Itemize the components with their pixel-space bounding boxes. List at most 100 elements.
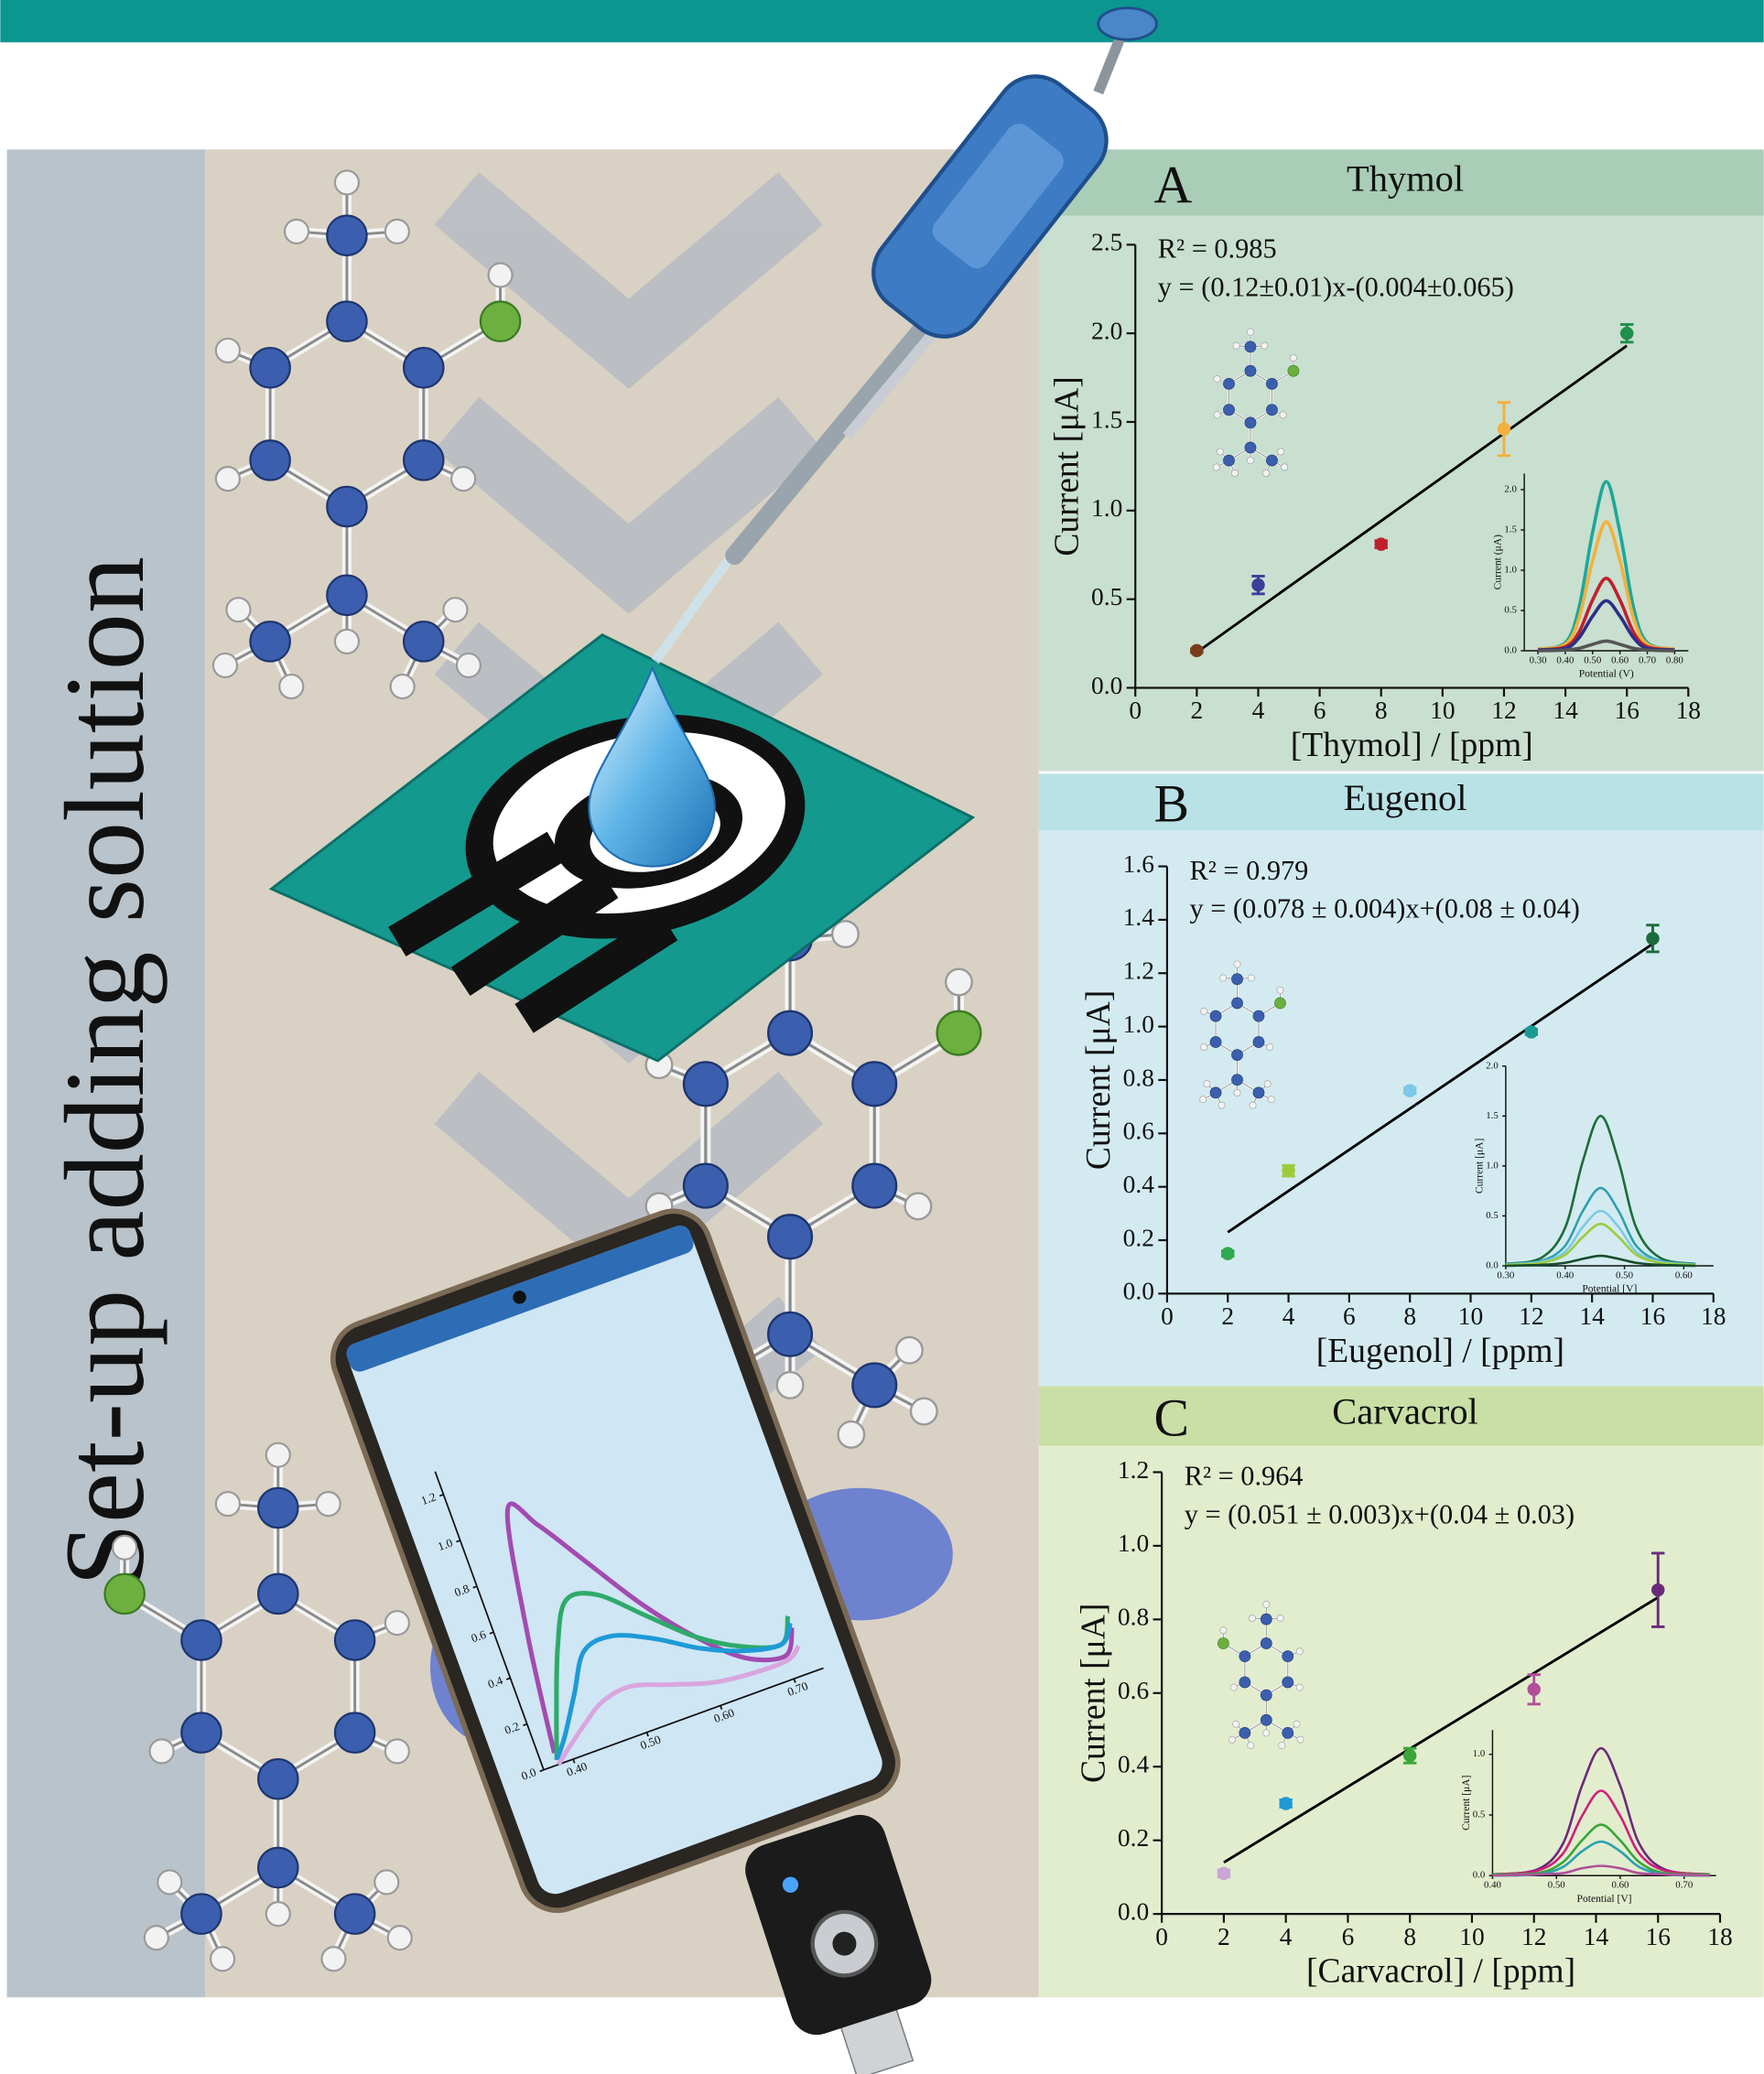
atom: [1262, 470, 1269, 476]
atom: [404, 440, 443, 480]
atom: [1282, 1727, 1293, 1738]
annotation: y = (0.12±0.01)x-(0.004±0.065): [1158, 271, 1514, 302]
data-point: [1646, 932, 1659, 945]
x-tick-label: 6: [1314, 697, 1326, 724]
atom: [1220, 1627, 1227, 1634]
y-tick-label: 1.0: [1118, 1529, 1149, 1557]
atom: [768, 1215, 812, 1258]
atom: [1248, 975, 1254, 981]
data-point: [1217, 1867, 1230, 1880]
atom: [1274, 998, 1285, 1009]
atom: [1263, 1730, 1270, 1736]
atom: [1296, 1648, 1303, 1655]
atom: [1217, 448, 1223, 455]
atom: [852, 1164, 896, 1208]
annotation: y = (0.051 ± 0.003)x+(0.04 ± 0.03): [1185, 1499, 1575, 1530]
atom: [335, 1712, 374, 1752]
y-tick-label: 0.5: [1504, 604, 1517, 615]
annotation: y = (0.078 ± 0.004)x+(0.08 ± 0.04): [1189, 893, 1579, 924]
x-tick-label: 8: [1403, 1923, 1416, 1950]
atom: [1232, 1721, 1239, 1727]
atom: [327, 576, 366, 615]
y-axis-label: Current [μA]: [1048, 376, 1086, 556]
atom: [1261, 1714, 1272, 1725]
data-point: [1279, 1797, 1292, 1809]
x-tick-label: 16: [1640, 1302, 1665, 1330]
atom: [1213, 464, 1219, 470]
x-tick-label: 6: [1342, 1923, 1355, 1950]
data-point: [1527, 1683, 1540, 1696]
atom: [1279, 1742, 1285, 1748]
x-tick-label: 8: [1403, 1302, 1416, 1330]
x-tick-label: 0.50: [1584, 654, 1601, 665]
x-axis-label: Potential [V]: [1577, 1893, 1632, 1905]
atom: [1297, 1736, 1304, 1743]
atom: [226, 598, 250, 621]
atom: [327, 301, 366, 340]
atom: [1230, 1684, 1237, 1691]
y-axis-label: Current [μA]: [1460, 1776, 1472, 1831]
annotation: R² = 0.964: [1185, 1461, 1304, 1492]
x-tick-label: 0.30: [1530, 654, 1547, 665]
data-point: [1525, 1025, 1538, 1038]
atom: [1266, 378, 1277, 389]
y-tick-label: 1.0: [1486, 1160, 1499, 1171]
atom: [852, 1062, 896, 1106]
annotation: R² = 0.979: [1189, 855, 1308, 886]
atom: [1223, 378, 1234, 389]
y-tick-label: 2.0: [1486, 1060, 1499, 1071]
atom: [1245, 365, 1256, 376]
y-axis-label: Current [μA]: [1080, 990, 1118, 1170]
atom: [832, 921, 859, 947]
atom: [1214, 375, 1220, 382]
atom: [374, 1870, 398, 1894]
x-tick-label: 2: [1217, 1923, 1230, 1950]
atom: [213, 654, 237, 677]
atom: [777, 1372, 804, 1399]
y-tick-label: 0.0: [1123, 1278, 1154, 1305]
atom: [684, 1062, 728, 1106]
y-tick-label: 0.2: [1123, 1224, 1154, 1251]
x-tick-label: 2: [1221, 1302, 1234, 1330]
atom: [1220, 975, 1227, 981]
atom: [937, 1011, 981, 1055]
atom: [1218, 1102, 1225, 1108]
atom: [1266, 455, 1277, 466]
y-tick-label: 0.0: [1091, 672, 1122, 699]
atom: [216, 339, 240, 362]
x-axis-label: Potential (V): [1579, 668, 1634, 680]
y-tick-label: 0.6: [1118, 1677, 1149, 1704]
atom: [852, 1364, 896, 1408]
atom: [250, 348, 289, 387]
atom: [1290, 354, 1296, 361]
atom: [1234, 1089, 1240, 1096]
atom: [327, 487, 366, 526]
atom: [1200, 1008, 1207, 1014]
atom: [905, 1194, 932, 1220]
panel-letter: B: [1153, 774, 1189, 834]
atom: [911, 1399, 937, 1425]
atom: [1200, 1044, 1207, 1051]
page: {"side_label": "Set-up adding solution",…: [0, 0, 1764, 2074]
atom: [1261, 1614, 1272, 1625]
atom: [443, 598, 467, 621]
atom: [1278, 448, 1284, 455]
atom: [1239, 1677, 1250, 1688]
x-tick-label: 12: [1491, 697, 1516, 724]
x-tick-label: 12: [1519, 1302, 1543, 1330]
x-tick-label: 16: [1646, 1923, 1671, 1950]
x-tick-label: 18: [1701, 1302, 1726, 1330]
atom: [335, 170, 359, 194]
atom: [1282, 1677, 1293, 1688]
y-tick-label: 1.5: [1486, 1110, 1499, 1121]
y-tick-label: 1.2: [1118, 1456, 1149, 1484]
y-tick-label: 0.6: [1123, 1118, 1154, 1145]
atom: [1288, 365, 1299, 376]
panel-title: Thymol: [1347, 158, 1464, 200]
atom: [1266, 405, 1277, 416]
atom: [1245, 442, 1256, 453]
atom: [457, 654, 481, 677]
y-tick-label: 1.2: [1123, 957, 1154, 985]
x-axis-label: [Thymol] / [ppm]: [1291, 727, 1533, 764]
atom: [1217, 1637, 1228, 1648]
